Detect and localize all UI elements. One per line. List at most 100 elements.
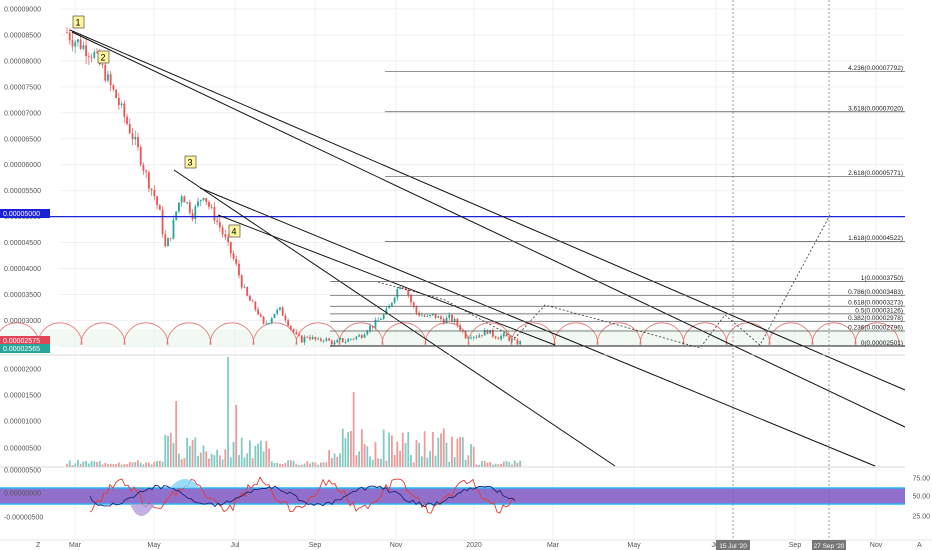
candle-body [306, 336, 309, 338]
volume-bar [202, 445, 205, 467]
volume-bar [249, 440, 251, 467]
wave-label: 1 [75, 18, 80, 28]
candle-body [270, 318, 273, 323]
price-tag-label: 0.00002565 [3, 346, 40, 353]
trendline[interactable] [199, 187, 876, 467]
candle-body [156, 196, 158, 206]
candle-body [158, 205, 161, 210]
volume-bar [259, 440, 262, 467]
candle-body [494, 336, 497, 339]
candle-body [513, 338, 516, 340]
candle-body [319, 338, 322, 341]
volume-bar [183, 457, 186, 467]
candle-body [178, 202, 180, 212]
candle-body [273, 313, 276, 319]
volume-bar [273, 462, 276, 467]
wave-label: 3 [187, 158, 192, 168]
candle-body [470, 337, 472, 339]
fib-level-label: 1.618(0.00004522) [848, 235, 903, 242]
price-tick-label: 0.00009000 [4, 7, 41, 14]
trendline[interactable] [173, 169, 616, 467]
fib-level-label: 0.236(0.00002796) [848, 324, 903, 331]
candle-body [322, 340, 325, 342]
price-tick-label: 0.00007000 [4, 110, 41, 117]
volume-bar [322, 462, 325, 467]
volume-bar [205, 451, 208, 467]
volume-bar [426, 457, 429, 467]
candle-body [483, 329, 486, 336]
candle-body [371, 325, 374, 328]
candle-body [107, 74, 109, 81]
fib-level-label: 0.618(0.00003273) [848, 300, 903, 307]
candle-body [311, 336, 314, 340]
volume-bar [377, 458, 380, 467]
volume-bar [516, 462, 519, 467]
wave-label: 2 [100, 53, 105, 63]
candle-body [399, 287, 401, 290]
volume-bar [213, 455, 216, 467]
candle-body [238, 263, 240, 276]
indicator-tick-label: 0.00000500 [4, 468, 41, 475]
volume-bar [410, 454, 412, 467]
arc [553, 322, 599, 345]
volume-bar [107, 464, 109, 467]
candle-body [218, 221, 221, 228]
candle-body [385, 308, 388, 315]
date-tag-label: 27 Sep '20 [814, 543, 845, 550]
candle-body [486, 329, 489, 334]
fib-extension[interactable]: 4.236(0.00007792) 3.618(0.00007020) 2.618(… [330, 65, 905, 347]
candle-body [451, 314, 453, 322]
volume-bar [382, 429, 385, 467]
price-tick-label: 0.00008500 [4, 32, 41, 39]
candle-body [459, 325, 462, 331]
price-tick-label: 0.00003000 [4, 318, 41, 325]
candle-body [453, 318, 456, 322]
volume-bar [300, 464, 303, 467]
candle-body [341, 338, 344, 343]
candle-body [396, 289, 399, 298]
volume-bar [472, 446, 475, 467]
candle-body [303, 336, 306, 343]
arc [768, 322, 814, 345]
trendline[interactable] [217, 214, 556, 346]
volume-bar [246, 453, 249, 467]
candle-body [112, 85, 115, 90]
volume-bar [265, 441, 268, 467]
volume-bar [483, 460, 486, 467]
price-tag-bg [0, 344, 50, 353]
candle-body [128, 123, 131, 134]
volume-bar [298, 464, 300, 467]
trendline[interactable] [69, 29, 906, 391]
candle-body [415, 306, 418, 313]
candle-body [328, 338, 330, 341]
arc [252, 322, 298, 345]
right-gutter [905, 0, 932, 550]
rsi-line [89, 476, 516, 514]
candle-body [205, 197, 208, 202]
candle-body [210, 206, 213, 208]
volume-bar [77, 460, 79, 467]
candle-body [229, 241, 232, 254]
candle-body [505, 333, 508, 337]
price-tick-label: 0.00006500 [4, 136, 41, 143]
candle-body [410, 295, 412, 303]
volume-bar [319, 462, 322, 467]
x-tick-label: Sep [309, 542, 322, 549]
volume-bar [71, 464, 74, 467]
volume-bar [281, 464, 284, 467]
candle-body [259, 314, 262, 317]
candle-body [167, 238, 169, 247]
candle-body [350, 338, 352, 340]
fib-level-label: 2.618(0.00005771) [848, 170, 903, 177]
candle-body [358, 335, 361, 337]
volume-bar [268, 448, 270, 467]
volume-bar [82, 461, 85, 467]
candle-body [445, 317, 448, 324]
candle-body [516, 339, 519, 345]
candle-body [164, 234, 167, 247]
trendline[interactable] [71, 31, 906, 428]
candle-body [467, 337, 470, 339]
volume-bar [123, 464, 126, 467]
volume-bar [229, 457, 232, 467]
